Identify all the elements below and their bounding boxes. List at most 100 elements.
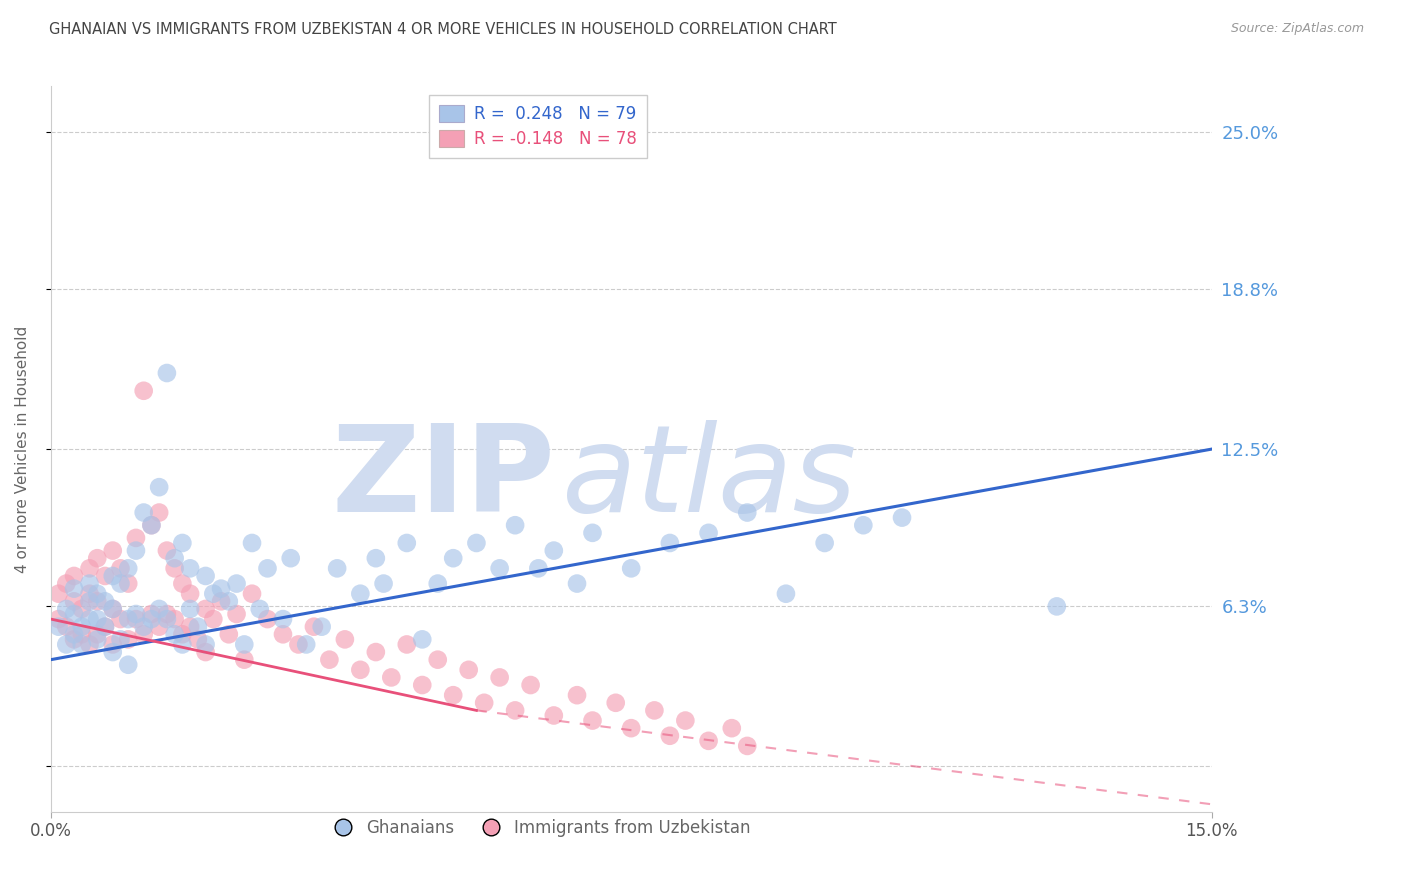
Point [156,543,179,558]
Point [465,536,488,550]
Point [287,637,309,651]
Point [697,734,720,748]
Point [233,637,256,651]
Point [240,587,263,601]
Point [411,632,433,647]
Point [148,506,170,520]
Point [94,569,117,583]
Point [218,627,240,641]
Point [132,506,155,520]
Point [349,663,371,677]
Point [94,594,117,608]
Point [527,561,550,575]
Point [79,587,101,601]
Point [163,551,186,566]
Point [233,653,256,667]
Point [125,543,148,558]
Point [117,576,139,591]
Point [852,518,875,533]
Point [364,551,387,566]
Point [63,607,86,621]
Point [202,587,225,601]
Point [63,582,86,596]
Point [543,708,565,723]
Point [110,632,132,647]
Point [187,620,209,634]
Point [194,602,217,616]
Point [194,637,217,651]
Point [163,627,186,641]
Point [55,637,77,651]
Point [735,506,758,520]
Point [280,551,302,566]
Point [187,632,209,647]
Point [86,594,108,608]
Point [132,620,155,634]
Point [172,536,194,550]
Point [101,602,124,616]
Text: GHANAIAN VS IMMIGRANTS FROM UZBEKISTAN 4 OR MORE VEHICLES IN HOUSEHOLD CORRELATI: GHANAIAN VS IMMIGRANTS FROM UZBEKISTAN 4… [49,22,837,37]
Point [814,536,837,550]
Point [94,620,117,634]
Point [295,637,318,651]
Point [117,612,139,626]
Point [373,576,395,591]
Point [333,632,356,647]
Point [101,543,124,558]
Point [156,366,179,380]
Point [503,703,526,717]
Point [172,637,194,651]
Point [101,569,124,583]
Point [117,561,139,575]
Point [426,653,449,667]
Point [503,518,526,533]
Point [441,688,464,702]
Point [256,612,278,626]
Point [79,576,101,591]
Point [581,714,603,728]
Point [117,632,139,647]
Point [101,645,124,659]
Point [141,518,163,533]
Point [172,627,194,641]
Point [86,612,108,626]
Point [172,576,194,591]
Text: ZIP: ZIP [332,419,555,537]
Text: Source: ZipAtlas.com: Source: ZipAtlas.com [1230,22,1364,36]
Point [163,612,186,626]
Point [194,645,217,659]
Point [148,620,170,634]
Point [110,612,132,626]
Point [519,678,541,692]
Point [141,607,163,621]
Point [48,620,70,634]
Point [79,637,101,651]
Point [488,670,510,684]
Point [256,561,278,575]
Point [63,594,86,608]
Point [565,688,588,702]
Point [605,696,627,710]
Point [202,612,225,626]
Point [55,620,77,634]
Point [441,551,464,566]
Point [179,561,201,575]
Point [156,607,179,621]
Point [156,612,179,626]
Point [658,729,681,743]
Point [86,627,108,641]
Point [148,480,170,494]
Point [326,561,349,575]
Point [179,587,201,601]
Point [148,602,170,616]
Point [620,721,643,735]
Point [70,620,93,634]
Point [86,632,108,647]
Point [673,714,696,728]
Point [55,602,77,616]
Point [132,627,155,641]
Point [565,576,588,591]
Point [311,620,333,634]
Point [70,602,93,616]
Point [55,576,77,591]
